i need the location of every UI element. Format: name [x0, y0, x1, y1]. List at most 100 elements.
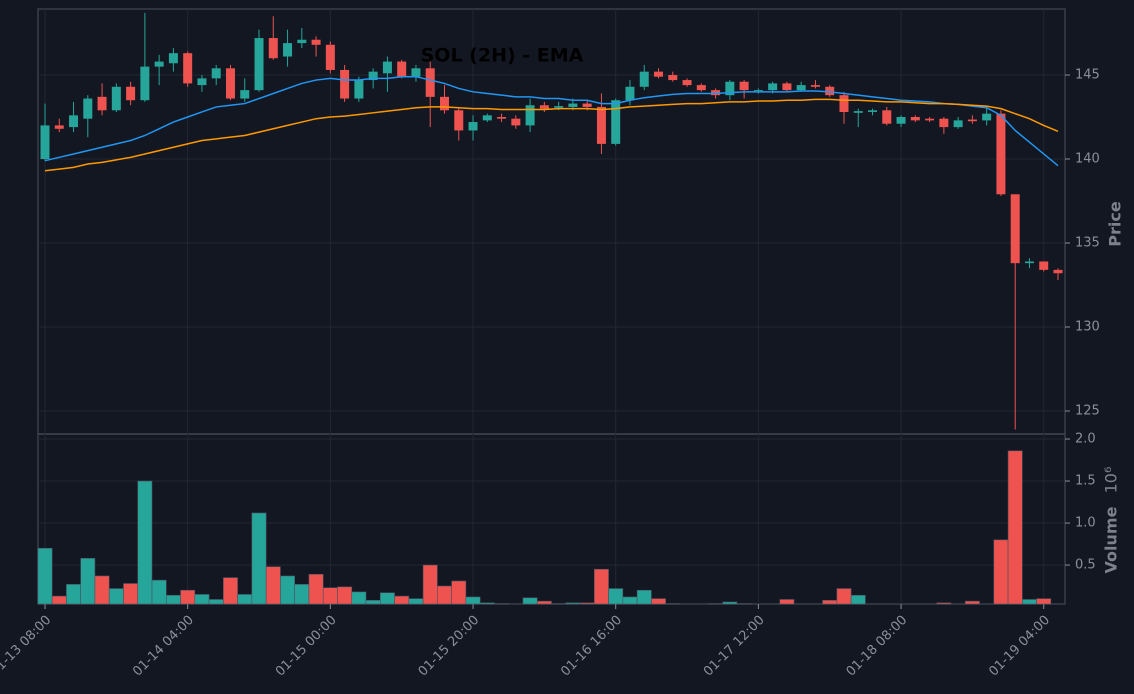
- volume-bar: [80, 558, 96, 605]
- candle-body: [953, 120, 963, 128]
- candle-body: [939, 118, 949, 128]
- volume-bar: [964, 600, 980, 605]
- candle-body: [896, 117, 906, 124]
- volume-bar: [208, 599, 224, 605]
- candle-body: [725, 81, 735, 96]
- candle-body: [325, 44, 335, 70]
- y-tick-label: 140: [1075, 152, 1100, 167]
- volume-bar: [608, 588, 624, 605]
- volume-bar: [251, 512, 267, 605]
- y-tick-label: 145: [1075, 68, 1100, 83]
- candle-body: [753, 90, 763, 92]
- candle-body: [225, 68, 235, 99]
- candle-body: [454, 110, 464, 131]
- volume-bar: [594, 568, 609, 605]
- volume-bar: [37, 547, 53, 605]
- volume-bar: [636, 589, 652, 605]
- candle-body: [967, 119, 977, 122]
- candle-body: [511, 118, 521, 126]
- volume-tick-label: 0.5: [1075, 558, 1096, 573]
- candle-body: [696, 85, 706, 91]
- candle-body: [1039, 261, 1049, 270]
- y-tick-label: 130: [1075, 319, 1100, 334]
- volume-bar: [1022, 599, 1037, 605]
- volume-bar: [280, 575, 295, 605]
- candle-body: [97, 96, 107, 111]
- volume-bar: [622, 596, 638, 605]
- volume-bar: [394, 595, 410, 605]
- volume-bar: [137, 480, 153, 605]
- candle-body: [468, 122, 478, 131]
- candle-body: [368, 71, 378, 81]
- candle-body: [126, 86, 136, 101]
- candle-body: [69, 115, 79, 128]
- candle-body: [682, 80, 692, 86]
- volume-bar: [237, 594, 253, 605]
- candle-body: [439, 96, 449, 111]
- candle-body: [140, 66, 150, 101]
- volume-bar: [850, 594, 866, 605]
- candle-body: [425, 68, 435, 97]
- volume-bar: [322, 587, 338, 605]
- candle-body: [882, 110, 892, 124]
- volume-bar: [337, 586, 353, 605]
- candle-body: [582, 103, 592, 107]
- candle-body: [354, 80, 364, 99]
- volume-bar: [165, 594, 181, 605]
- candle-body: [639, 71, 649, 87]
- candle-body: [1024, 261, 1034, 264]
- candle-body: [283, 43, 293, 57]
- candle-body: [611, 100, 621, 144]
- candle-body: [40, 125, 50, 160]
- volume-bar: [94, 575, 110, 605]
- volume-bar: [565, 602, 581, 605]
- candle-body: [211, 68, 221, 79]
- candle-body: [525, 105, 535, 126]
- candle-body: [168, 53, 178, 64]
- candle-body: [254, 38, 264, 91]
- volume-bar: [651, 598, 666, 605]
- volume-bar: [579, 602, 595, 605]
- candle-body: [83, 98, 93, 119]
- volume-bar: [51, 595, 67, 605]
- volume-bar: [465, 596, 481, 605]
- candle-body: [625, 86, 635, 101]
- candle-body: [297, 39, 307, 44]
- candle-body: [539, 105, 549, 109]
- volume-bar: [422, 564, 438, 605]
- volume-bar: [522, 597, 538, 605]
- volume-bar: [479, 602, 495, 605]
- volume-bar: [194, 594, 210, 605]
- volume-bar: [379, 592, 395, 605]
- volume-bar: [66, 584, 81, 605]
- volume-bar: [1036, 598, 1052, 605]
- candle-body: [240, 90, 250, 99]
- candle-body: [482, 115, 492, 121]
- volume-bar: [108, 588, 124, 605]
- candle-body: [654, 71, 664, 77]
- volume-bar: [993, 539, 1009, 605]
- candle-body: [268, 38, 278, 59]
- candle-body: [183, 53, 193, 84]
- candle-body: [810, 85, 820, 87]
- candle-body: [925, 118, 935, 121]
- candle-body: [839, 95, 849, 112]
- candle-body: [197, 78, 207, 86]
- candle-body: [711, 90, 721, 96]
- candle-body: [668, 75, 678, 81]
- candle-body: [497, 117, 507, 119]
- ema-line: [44, 75, 1059, 167]
- volume-tick-label: 1.0: [1075, 516, 1096, 531]
- volume-bar: [408, 598, 424, 605]
- candle-body: [111, 86, 121, 111]
- ema-line: [44, 98, 1059, 172]
- candle-body: [397, 61, 407, 77]
- volume-bar: [294, 584, 310, 605]
- volume-bar: [265, 566, 281, 605]
- volume-bar: [779, 599, 795, 605]
- candle-body: [996, 113, 1006, 195]
- candle-body: [739, 81, 749, 91]
- candle-body: [554, 106, 564, 108]
- volume-bar: [351, 591, 367, 605]
